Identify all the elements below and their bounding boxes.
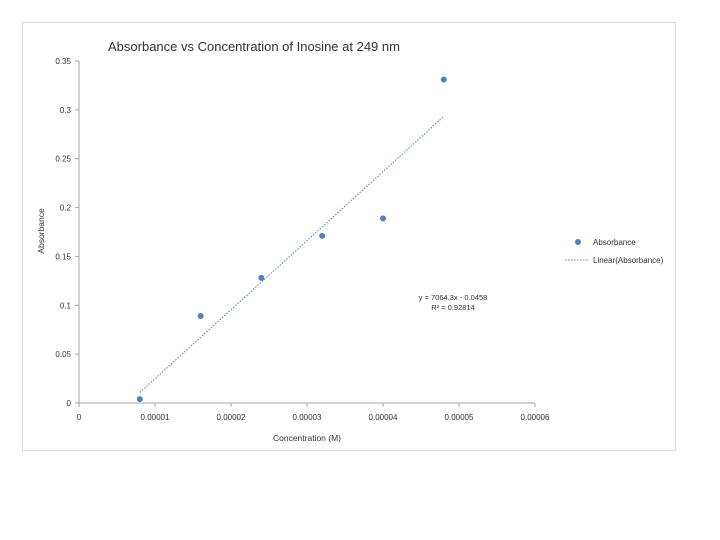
x-tick-label: 0.00005 [445, 413, 474, 422]
x-tick-label: 0.00004 [369, 413, 398, 422]
x-tick-label: 0.00002 [217, 413, 246, 422]
legend-label-trendline: Linear(Absorbance) [593, 256, 664, 265]
y-tick-label: 0 [67, 399, 72, 408]
x-axis-label: Concentration (M) [273, 433, 341, 443]
x-tick-label: 0 [77, 413, 82, 422]
legend-label-absorbance: Absorbance [593, 238, 636, 247]
data-point [258, 274, 265, 281]
trendline-equation: y = 7064.3x - 0.0458 [419, 293, 488, 302]
data-points [136, 76, 447, 403]
x-tick-label: 0.00001 [141, 413, 170, 422]
y-tick-label: 0.05 [55, 350, 71, 359]
chart-frame: Absorbance vs Concentration of Inosine a… [22, 22, 676, 451]
y-tick-label: 0.1 [60, 301, 72, 310]
legend: Absorbance Linear(Absorbance) [565, 238, 664, 265]
y-tick-label: 0.25 [55, 155, 71, 164]
y-tick-label: 0.2 [60, 204, 72, 213]
data-point [136, 396, 143, 403]
trendline-r-squared: R² = 0.92814 [431, 303, 475, 312]
x-tick-label: 0.00003 [293, 413, 322, 422]
chart-canvas: Absorbance vs Concentration of Inosine a… [36, 39, 664, 443]
data-point [197, 313, 204, 320]
axes: 0 0.05 0.1 0.15 0.2 0.25 0.3 0.35 0 0.00001 0.0000… [55, 57, 550, 422]
trendline [139, 116, 445, 393]
data-point [440, 76, 447, 83]
y-tick-label: 0.3 [60, 106, 72, 115]
y-axis-label: Absorbance [36, 208, 46, 254]
data-point [319, 232, 326, 239]
y-tick-label: 0.35 [55, 57, 71, 66]
x-tick-label: 0.00006 [521, 413, 550, 422]
chart-title: Absorbance vs Concentration of Inosine a… [108, 39, 400, 54]
y-tick-label: 0.15 [55, 252, 71, 261]
trendline-line [139, 116, 445, 393]
legend-marker-absorbance [575, 239, 581, 245]
data-point [380, 215, 386, 222]
